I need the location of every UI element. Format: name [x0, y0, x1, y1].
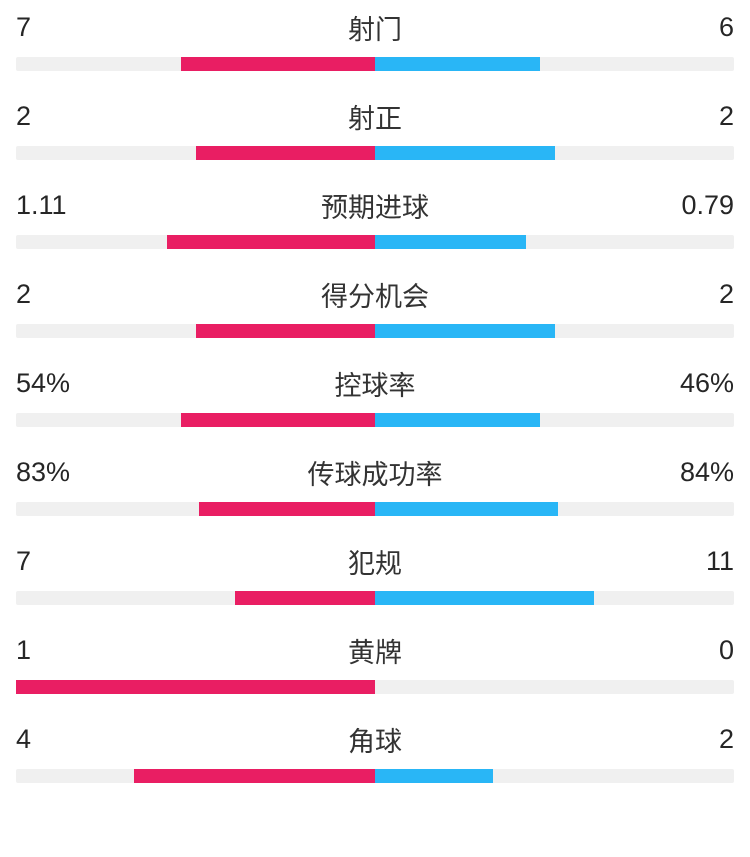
stat-bar-fill-left	[16, 680, 375, 694]
stat-value-right: 0.79	[674, 190, 734, 221]
stat-label-row: 2得分机会2	[16, 275, 734, 314]
stat-row: 2射正2	[16, 97, 734, 160]
stat-label-row: 4角球2	[16, 720, 734, 759]
stat-label-row: 7射门6	[16, 8, 734, 47]
stat-bar-fill-right	[375, 57, 540, 71]
stat-value-left: 2	[16, 101, 76, 132]
stat-bar-fill-left	[181, 57, 375, 71]
stat-bar-track	[16, 680, 734, 694]
stat-bar-half-left	[16, 324, 375, 338]
stat-value-left: 4	[16, 724, 76, 755]
stat-bar-half-right	[375, 769, 734, 783]
stat-label: 射门	[76, 8, 674, 47]
stat-bar-half-right	[375, 235, 734, 249]
stat-row: 1.11预期进球0.79	[16, 186, 734, 249]
stat-bar-half-left	[16, 57, 375, 71]
match-stats-container: 7射门62射正21.11预期进球0.792得分机会254%控球率46%83%传球…	[16, 8, 734, 783]
stat-bar-half-right	[375, 680, 734, 694]
stat-label: 传球成功率	[76, 453, 674, 492]
stat-bar-half-right	[375, 57, 734, 71]
stat-label: 角球	[76, 720, 674, 759]
stat-bar-track	[16, 502, 734, 516]
stat-label: 控球率	[76, 364, 674, 403]
stat-label-row: 1.11预期进球0.79	[16, 186, 734, 225]
stat-bar-track	[16, 235, 734, 249]
stat-label: 预期进球	[76, 186, 674, 225]
stat-bar-half-left	[16, 502, 375, 516]
stat-bar-half-left	[16, 591, 375, 605]
stat-bar-fill-left	[181, 413, 375, 427]
stat-row: 2得分机会2	[16, 275, 734, 338]
stat-value-right: 46%	[674, 368, 734, 399]
stat-bar-fill-right	[375, 235, 526, 249]
stat-value-right: 2	[674, 279, 734, 310]
stat-bar-track	[16, 146, 734, 160]
stat-bar-fill-right	[375, 146, 555, 160]
stat-label: 得分机会	[76, 275, 674, 314]
stat-row: 54%控球率46%	[16, 364, 734, 427]
stat-bar-fill-right	[375, 591, 594, 605]
stat-bar-track	[16, 324, 734, 338]
stat-bar-fill-right	[375, 413, 540, 427]
stat-label-row: 7犯规11	[16, 542, 734, 581]
stat-bar-half-left	[16, 235, 375, 249]
stat-row: 7犯规11	[16, 542, 734, 605]
stat-bar-half-right	[375, 502, 734, 516]
stat-bar-track	[16, 591, 734, 605]
stat-label-row: 83%传球成功率84%	[16, 453, 734, 492]
stat-row: 83%传球成功率84%	[16, 453, 734, 516]
stat-label-row: 1黄牌0	[16, 631, 734, 670]
stat-bar-fill-left	[167, 235, 375, 249]
stat-bar-half-right	[375, 146, 734, 160]
stat-value-right: 2	[674, 101, 734, 132]
stat-row: 1黄牌0	[16, 631, 734, 694]
stat-bar-half-left	[16, 146, 375, 160]
stat-label-row: 54%控球率46%	[16, 364, 734, 403]
stat-value-right: 2	[674, 724, 734, 755]
stat-label: 犯规	[76, 542, 674, 581]
stat-bar-track	[16, 57, 734, 71]
stat-label: 黄牌	[76, 631, 674, 670]
stat-value-left: 2	[16, 279, 76, 310]
stat-bar-fill-left	[134, 769, 375, 783]
stat-row: 4角球2	[16, 720, 734, 783]
stat-value-left: 7	[16, 546, 76, 577]
stat-bar-half-right	[375, 591, 734, 605]
stat-value-left: 83%	[16, 457, 76, 488]
stat-label-row: 2射正2	[16, 97, 734, 136]
stat-bar-half-left	[16, 680, 375, 694]
stat-bar-half-right	[375, 413, 734, 427]
stat-bar-fill-left	[199, 502, 375, 516]
stat-value-left: 1	[16, 635, 76, 666]
stat-bar-fill-left	[196, 146, 376, 160]
stat-value-left: 1.11	[16, 190, 76, 221]
stat-bar-fill-right	[375, 502, 558, 516]
stat-value-left: 54%	[16, 368, 76, 399]
stat-bar-fill-right	[375, 324, 555, 338]
stat-bar-half-left	[16, 413, 375, 427]
stat-value-right: 84%	[674, 457, 734, 488]
stat-bar-track	[16, 413, 734, 427]
stat-bar-fill-left	[235, 591, 375, 605]
stat-value-left: 7	[16, 12, 76, 43]
stat-bar-fill-left	[196, 324, 376, 338]
stat-bar-track	[16, 769, 734, 783]
stat-bar-half-right	[375, 324, 734, 338]
stat-value-right: 6	[674, 12, 734, 43]
stat-value-right: 11	[674, 546, 734, 577]
stat-label: 射正	[76, 97, 674, 136]
stat-value-right: 0	[674, 635, 734, 666]
stat-bar-half-left	[16, 769, 375, 783]
stat-row: 7射门6	[16, 8, 734, 71]
stat-bar-fill-right	[375, 769, 493, 783]
